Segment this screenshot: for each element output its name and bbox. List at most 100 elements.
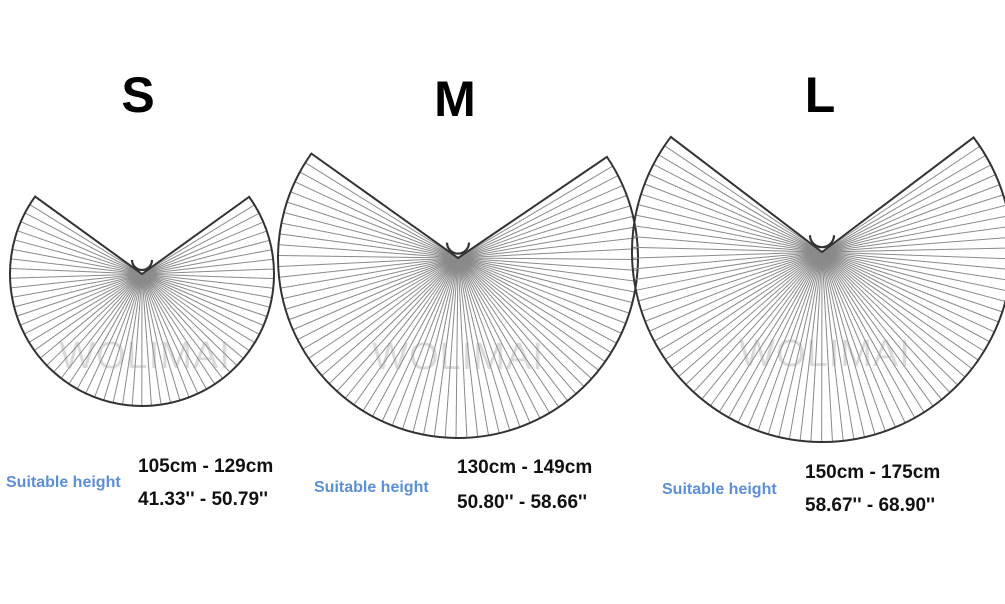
fan-rib xyxy=(305,162,459,259)
fan-rib xyxy=(294,181,459,259)
fan-rib xyxy=(103,273,143,401)
fan-rib xyxy=(68,273,143,385)
fan-rib xyxy=(457,257,638,271)
neck-ring-icon xyxy=(445,242,471,255)
fan-rib xyxy=(648,173,823,253)
fan-rib xyxy=(141,273,190,398)
fan-rib xyxy=(821,251,951,393)
fan-rib xyxy=(821,251,943,400)
fan-rib xyxy=(131,273,143,406)
fan-rib xyxy=(767,251,823,435)
fan-rib xyxy=(821,251,958,386)
fan-rib xyxy=(141,273,181,401)
fan-rib xyxy=(457,184,623,259)
fan-rib xyxy=(457,257,617,344)
fan-rib xyxy=(821,251,906,424)
fan-outline xyxy=(9,195,275,407)
fan-rib xyxy=(141,258,274,275)
fan-rib xyxy=(821,247,1005,253)
fan-rib xyxy=(799,251,823,441)
fan-rib xyxy=(308,257,459,359)
fan-rib xyxy=(141,273,250,352)
fan-rib xyxy=(457,195,627,259)
fan-rib xyxy=(278,255,459,259)
fan-rib xyxy=(14,273,143,308)
fan-rib xyxy=(76,273,143,390)
fan-rib xyxy=(290,191,459,259)
fan-rib xyxy=(457,226,636,259)
fan-rib xyxy=(632,236,823,253)
fan-rib xyxy=(141,204,255,275)
fan-rib xyxy=(457,257,638,261)
fan-rib xyxy=(457,165,614,259)
fan-rib xyxy=(278,257,459,267)
fan-rib xyxy=(24,273,143,335)
fan-rib xyxy=(635,214,823,253)
fan-rib xyxy=(141,221,264,275)
fan-rib xyxy=(141,273,199,394)
fan-rib xyxy=(821,251,916,419)
fan-rib xyxy=(278,244,459,259)
fan-rib xyxy=(457,257,622,334)
fan-rib xyxy=(10,268,143,275)
fan-rib xyxy=(94,273,143,398)
fan-rib xyxy=(457,257,630,314)
fan-rib xyxy=(821,251,896,428)
fan-rib xyxy=(457,257,599,371)
fan-rib xyxy=(141,249,272,275)
fan-rib xyxy=(279,233,459,259)
fan-rib xyxy=(17,230,143,275)
fan-rib xyxy=(141,273,274,280)
fan-rib xyxy=(718,251,823,413)
fan-rib xyxy=(821,251,1005,270)
fan-rib xyxy=(821,174,996,253)
fan-rib xyxy=(141,212,260,275)
fan-rib xyxy=(16,273,143,317)
fan-rib xyxy=(637,204,823,253)
fan-rib xyxy=(457,257,468,438)
fan-rib xyxy=(747,251,823,428)
fan-rib xyxy=(821,251,925,413)
suitable-height-label-l: Suitable height xyxy=(662,481,777,498)
fan-rib xyxy=(778,251,823,438)
fan-rib xyxy=(457,257,479,437)
fan-rib xyxy=(810,251,823,442)
fan-rib xyxy=(433,257,459,437)
height-in-l: 58.67'' - 68.90'' xyxy=(805,495,936,516)
fan-rib xyxy=(141,239,270,275)
fan-rib xyxy=(278,257,459,278)
fan-rib xyxy=(821,251,985,352)
fan-rib xyxy=(141,273,264,326)
fan-rib xyxy=(457,257,633,304)
fan-rib xyxy=(821,194,1004,253)
fan-rib xyxy=(29,204,143,275)
fan-rib xyxy=(457,257,637,282)
fan-rib xyxy=(644,183,823,253)
neck-ring-icon xyxy=(130,259,154,272)
fan-rib xyxy=(693,251,823,393)
fan-rib xyxy=(632,246,823,253)
fan-rib xyxy=(457,257,606,363)
fan-rib xyxy=(678,251,823,377)
fan-rib xyxy=(709,251,823,407)
fan-rib xyxy=(457,257,635,293)
height-cm-s: 105cm - 129cm xyxy=(138,456,274,477)
fan-outline xyxy=(277,152,639,439)
height-cm-l: 150cm - 175cm xyxy=(805,462,941,483)
fan-rib xyxy=(141,273,260,335)
height-cm-m: 130cm - 149cm xyxy=(457,457,593,478)
fan-rib xyxy=(141,273,238,366)
fan-rib xyxy=(821,251,844,441)
fan-rib xyxy=(46,273,143,366)
fan-rib xyxy=(821,145,981,253)
fan-rib xyxy=(457,257,511,431)
size-letter-s: S xyxy=(121,67,155,123)
fan-rib xyxy=(444,257,459,438)
fan-rib xyxy=(141,273,224,379)
fan-rib xyxy=(457,257,592,380)
fan-rib xyxy=(635,251,823,291)
fan-rib xyxy=(457,257,568,402)
fan-rib xyxy=(381,257,459,422)
fan-rib xyxy=(821,251,1005,291)
